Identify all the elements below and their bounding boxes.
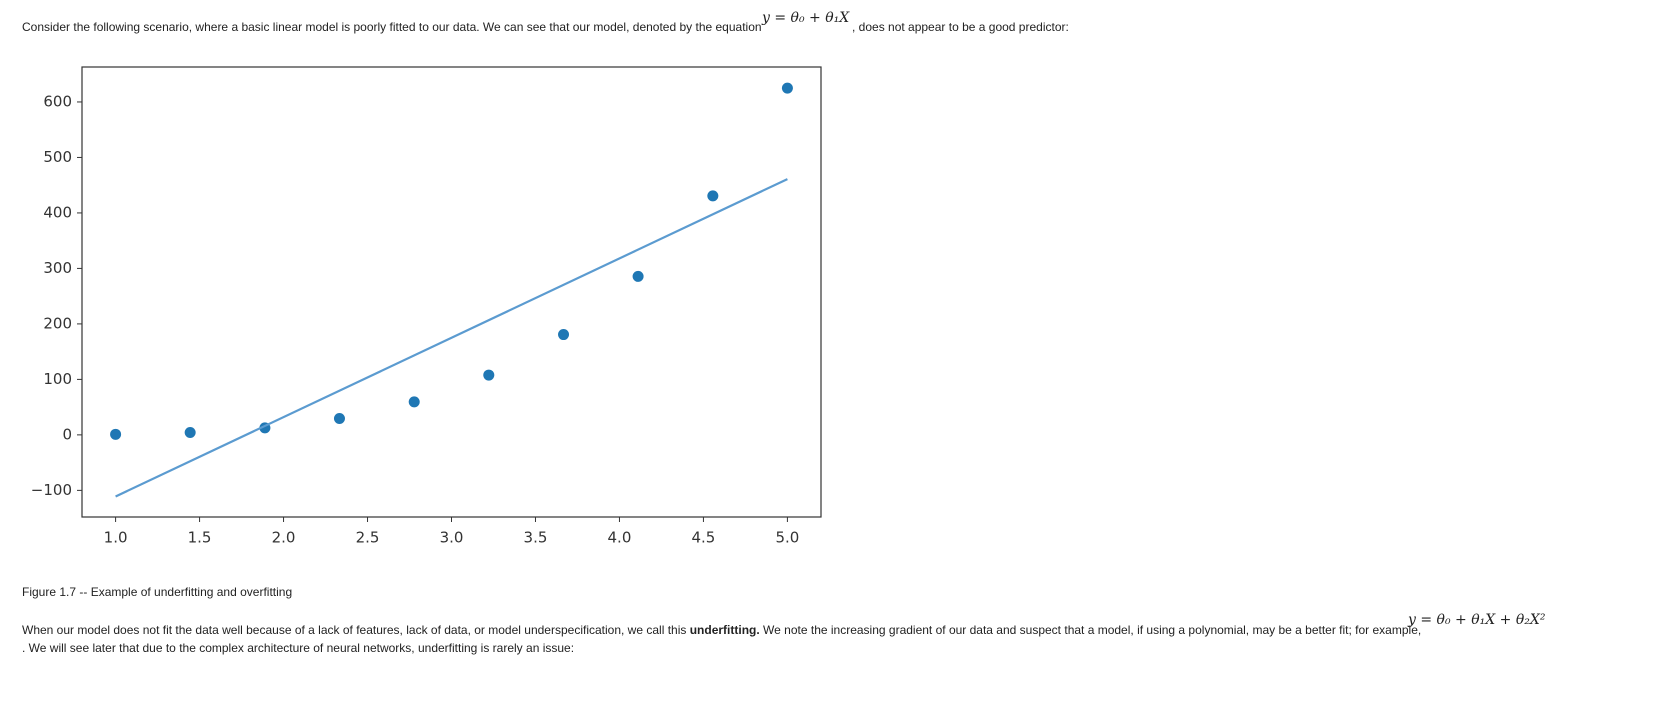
chart: −100 0 100 200 300 400 500 600 1.0 1.5 2.0 2.5 3.0 3.… bbox=[31, 66, 822, 547]
y-tick-label: 300 bbox=[43, 259, 72, 277]
x-tick-label: 3.5 bbox=[524, 529, 548, 547]
x-tick-label: 5.0 bbox=[775, 529, 799, 547]
y-tick-label: 600 bbox=[43, 92, 72, 110]
point bbox=[184, 426, 196, 438]
x-tick-label: 1.5 bbox=[188, 529, 212, 547]
point bbox=[707, 190, 719, 202]
point bbox=[110, 428, 122, 440]
x-tick-label: 4.0 bbox=[608, 529, 632, 547]
x-tick-label: 2.0 bbox=[272, 529, 296, 547]
bold-term: underfitting. bbox=[689, 623, 760, 637]
intro-text: Consider the following scenario, where a… bbox=[22, 20, 762, 34]
fit-line bbox=[115, 178, 788, 498]
body-line: When our model does not fit the data wel… bbox=[22, 623, 1421, 637]
point bbox=[333, 412, 345, 424]
equation: y = θ₀ + θ₁X bbox=[762, 10, 850, 26]
point bbox=[408, 396, 420, 408]
y-tick-label: 0 bbox=[62, 425, 72, 443]
y-tick-label: 500 bbox=[43, 148, 72, 166]
point bbox=[632, 270, 644, 282]
x-tick-label: 3.0 bbox=[440, 529, 464, 547]
y-tick-label: 200 bbox=[43, 314, 72, 332]
body-text: When our model does not fit the data wel… bbox=[22, 623, 687, 637]
body-text: We note the increasing gradient of our d… bbox=[763, 623, 1422, 637]
point bbox=[483, 369, 495, 381]
point bbox=[781, 82, 793, 94]
y-tick-label: 400 bbox=[43, 203, 72, 221]
point bbox=[558, 329, 570, 341]
body-text: . We will see later that due to the comp… bbox=[22, 641, 575, 655]
figure-caption: Figure 1.7 -- Example of underfitting an… bbox=[22, 585, 293, 599]
plot-frame bbox=[81, 66, 822, 518]
x-tick-label: 4.5 bbox=[692, 529, 716, 547]
intro-text: , does not appear to be a good predictor… bbox=[852, 20, 1069, 34]
y-tick-label: 100 bbox=[43, 370, 72, 388]
x-tick-label: 2.5 bbox=[356, 529, 380, 547]
x-tick-label: 1.0 bbox=[104, 529, 128, 547]
equation: y = θ₀ + θ₁X + θ₂X² bbox=[1408, 612, 1546, 628]
y-tick-label: −100 bbox=[31, 481, 72, 499]
